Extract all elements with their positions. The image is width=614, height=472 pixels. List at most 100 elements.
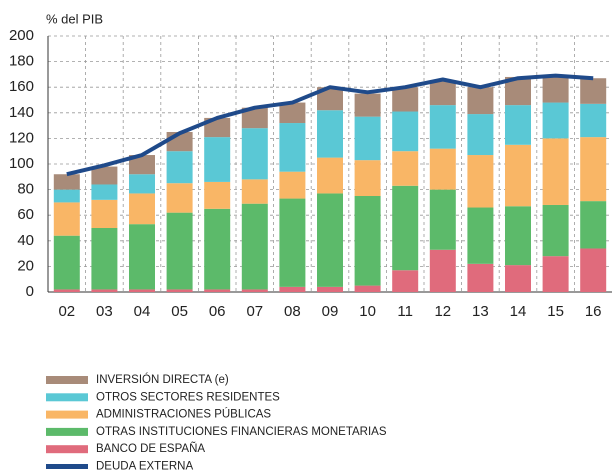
y-tick-label: 100 [9, 155, 34, 172]
bar-segment [317, 286, 343, 292]
bar-segment [53, 289, 80, 292]
legend-swatch [46, 393, 88, 402]
bar-segment [467, 87, 494, 115]
bar-segment [354, 93, 381, 117]
x-tick-label: 05 [171, 303, 188, 320]
bar-segment [542, 138, 569, 205]
bar-segment [241, 128, 268, 180]
bar-segment [91, 166, 118, 185]
bar-segment [129, 193, 155, 225]
bar-segment [241, 107, 268, 129]
bar-segment [580, 103, 607, 138]
bar-segment [505, 206, 531, 266]
bar-segment [91, 199, 118, 228]
bar-segment [279, 102, 306, 124]
line [66, 73, 594, 177]
y-tick-label: 40 [17, 232, 34, 249]
bar-segment [241, 203, 268, 290]
x-tick-label: 14 [510, 303, 527, 320]
bar-segment [53, 235, 80, 290]
bar-segment [53, 202, 80, 236]
y-tick-label: 200 [9, 27, 34, 44]
bar-segment [392, 270, 419, 292]
y-tick-label: 60 [17, 206, 34, 223]
bar-segment [241, 289, 268, 292]
bar-segment [354, 196, 381, 286]
bar-segment [429, 249, 456, 292]
bar-segment [204, 137, 231, 182]
bar-segment [129, 155, 155, 175]
legend-label: BANCO DE ESPAÑA [96, 442, 205, 455]
bar-segment [204, 181, 231, 209]
bar-segment [429, 80, 456, 106]
y-tick-label: 160 [9, 78, 34, 95]
bar-segment [580, 137, 607, 202]
legend-label: ADMINISTRACIONES PÚBLICAS [96, 408, 271, 421]
bar-segment [580, 78, 607, 104]
bar-segment [542, 204, 569, 257]
y-tick-label: 20 [17, 257, 34, 274]
x-tick-label: 08 [284, 303, 301, 320]
bar-segment [279, 198, 306, 287]
y-tick-label: 140 [9, 104, 34, 121]
bar-segment [91, 289, 118, 292]
bar-segment [467, 114, 494, 156]
x-tick-label: 11 [397, 303, 413, 320]
bar-segment [467, 207, 494, 264]
bar-segment [580, 201, 607, 249]
bar-segment [392, 87, 419, 112]
bar-segment [204, 289, 231, 292]
legend-label: OTRAS INSTITUCIONES FINANCIERAS MONETARI… [96, 426, 387, 438]
bar-segment [317, 87, 343, 111]
bar-segment [317, 110, 343, 158]
bar-segment [505, 105, 531, 145]
x-tick-label: 13 [472, 303, 489, 320]
bar-segment [392, 151, 419, 186]
bar-segment [241, 179, 268, 204]
bar-segment [53, 174, 80, 190]
bar-segment [505, 144, 531, 207]
bar-segment [91, 184, 118, 200]
y-tick-label: 180 [9, 53, 34, 70]
x-tick-label: 09 [322, 303, 339, 320]
bar-segment [354, 285, 381, 292]
bar-segment [166, 183, 193, 213]
legend-swatch [46, 410, 88, 419]
bar-segment [317, 193, 343, 287]
x-tick-label: 06 [209, 303, 226, 320]
bar-segment [53, 189, 80, 203]
y-tick-label: 0 [26, 283, 34, 300]
bar-segment [279, 286, 306, 292]
bar-segment [129, 224, 155, 290]
x-tick-label: 03 [96, 303, 113, 320]
x-tick-label: 04 [134, 303, 151, 320]
y-tick-label: 80 [17, 181, 34, 198]
x-tick-label: 15 [547, 303, 564, 320]
bar-segment [429, 148, 456, 190]
bar-segment [354, 116, 381, 161]
bar-segment [429, 105, 456, 149]
legend-label: INVERSIÓN DIRECTA (e) [96, 373, 229, 386]
y-axis-label: % del PIB [46, 11, 103, 26]
bar-segment [317, 157, 343, 194]
bar-segment [166, 212, 193, 290]
bar-segment [542, 256, 569, 292]
legend-label: OTROS SECTORES RESIDENTES [96, 391, 280, 403]
bar-segment [279, 123, 306, 172]
bar-segment [166, 151, 193, 184]
legend-swatch [46, 427, 88, 436]
bar-segment [166, 289, 193, 292]
x-tick-label: 07 [246, 303, 263, 320]
bar-segment [467, 263, 494, 292]
legend-label: DEUDA EXTERNA [96, 461, 193, 472]
bar-segment [204, 208, 231, 290]
bar-segment [505, 265, 531, 292]
x-tick-label: 16 [585, 303, 602, 320]
bar-segment [91, 228, 118, 290]
bar-segment [429, 189, 456, 250]
bar-segment [129, 174, 155, 194]
bar-segment [467, 155, 494, 208]
bar-segment [354, 160, 381, 196]
bar-segment [279, 171, 306, 199]
